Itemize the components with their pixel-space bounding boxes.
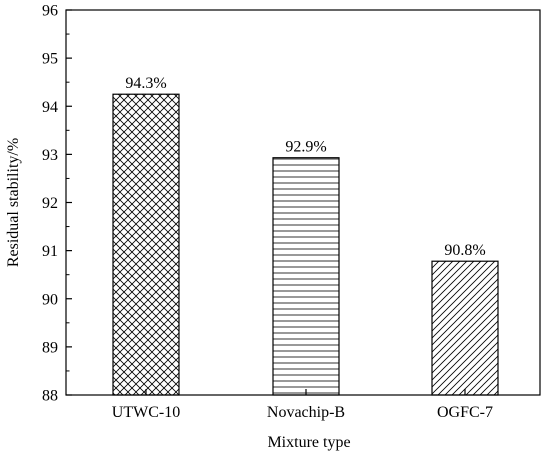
y-tick-label: 93 (42, 147, 58, 164)
bars-group (112, 93, 499, 396)
y-tick-label: 92 (42, 195, 58, 212)
y-axis-title: Residual stability/% (5, 138, 22, 267)
x-tick-label: OGFC-7 (437, 404, 493, 421)
data-labels-group: 94.3% 92.9% 90.8% (125, 75, 485, 259)
bar-novachip-b (272, 157, 340, 396)
y-tick-label: 95 (42, 51, 58, 68)
bar-ogfc-7 (431, 260, 499, 396)
y-tick-label: 90 (42, 291, 58, 308)
y-tick-label: 88 (42, 388, 58, 405)
y-tick-label: 89 (42, 339, 58, 356)
y-axis-ticks: 88 89 90 91 92 93 94 95 96 (42, 3, 72, 405)
x-tick-label: Novachip-B (267, 404, 345, 421)
bar-utwc-10 (112, 93, 180, 396)
data-label: 90.8% (444, 242, 485, 259)
data-label: 92.9% (285, 139, 326, 156)
x-tick-label: UTWC-10 (112, 404, 180, 421)
y-tick-label: 91 (42, 243, 58, 260)
data-label: 94.3% (125, 75, 166, 92)
y-tick-label: 94 (42, 99, 58, 116)
x-axis-ticks: UTWC-10 Novachip-B OGFC-7 (112, 389, 493, 421)
x-axis-title: Mixture type (267, 434, 350, 451)
y-tick-label: 96 (42, 3, 58, 20)
